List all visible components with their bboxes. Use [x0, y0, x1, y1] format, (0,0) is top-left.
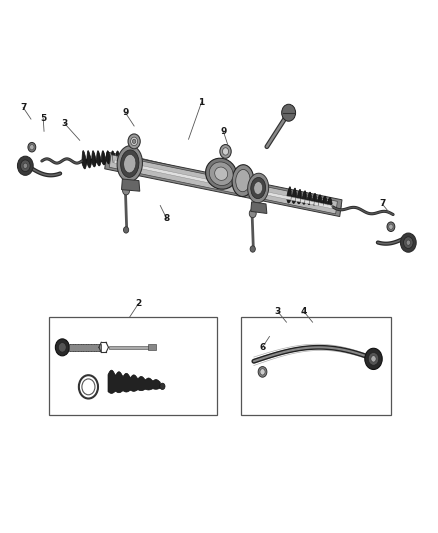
Polygon shape: [125, 155, 341, 211]
Ellipse shape: [215, 167, 228, 180]
Circle shape: [124, 227, 129, 233]
Circle shape: [400, 233, 416, 252]
Polygon shape: [82, 150, 125, 169]
Polygon shape: [105, 152, 342, 216]
Text: 5: 5: [40, 114, 46, 123]
Circle shape: [55, 339, 69, 356]
Circle shape: [128, 134, 140, 149]
Ellipse shape: [251, 177, 265, 199]
Ellipse shape: [124, 155, 136, 173]
Polygon shape: [121, 179, 140, 191]
Text: 1: 1: [198, 98, 205, 107]
Ellipse shape: [120, 150, 139, 177]
Text: 2: 2: [135, 299, 141, 308]
Text: 8: 8: [164, 214, 170, 223]
Circle shape: [282, 104, 296, 121]
Ellipse shape: [254, 182, 262, 195]
Circle shape: [18, 156, 33, 175]
Polygon shape: [69, 344, 101, 351]
Ellipse shape: [236, 169, 250, 192]
Text: 3: 3: [275, 307, 281, 316]
Circle shape: [387, 222, 395, 231]
Text: 9: 9: [122, 108, 129, 117]
Circle shape: [23, 163, 28, 168]
Text: 9: 9: [220, 127, 226, 136]
Circle shape: [132, 139, 136, 143]
Text: 7: 7: [20, 103, 26, 112]
Ellipse shape: [205, 158, 237, 189]
Polygon shape: [286, 187, 332, 206]
Polygon shape: [114, 160, 332, 209]
FancyBboxPatch shape: [241, 317, 391, 415]
Circle shape: [223, 148, 229, 155]
Circle shape: [250, 246, 255, 252]
Circle shape: [58, 343, 66, 352]
Circle shape: [371, 356, 376, 362]
Text: 3: 3: [61, 119, 67, 128]
Ellipse shape: [117, 146, 142, 182]
Circle shape: [21, 160, 30, 172]
Circle shape: [220, 144, 231, 158]
Circle shape: [403, 237, 413, 248]
Circle shape: [406, 240, 410, 245]
Text: 7: 7: [379, 199, 385, 208]
Text: 4: 4: [300, 307, 307, 316]
Ellipse shape: [209, 162, 233, 185]
Ellipse shape: [232, 165, 254, 197]
Circle shape: [368, 352, 379, 365]
Polygon shape: [110, 155, 337, 214]
Circle shape: [260, 369, 265, 375]
Circle shape: [249, 209, 256, 217]
Circle shape: [123, 187, 130, 195]
Polygon shape: [148, 344, 156, 350]
Ellipse shape: [247, 173, 268, 203]
Circle shape: [28, 142, 36, 152]
Circle shape: [258, 367, 267, 377]
Polygon shape: [108, 370, 160, 393]
Circle shape: [30, 144, 34, 150]
Polygon shape: [251, 202, 267, 214]
FancyBboxPatch shape: [49, 317, 217, 415]
Polygon shape: [109, 345, 149, 349]
Circle shape: [389, 224, 393, 229]
Circle shape: [131, 137, 138, 146]
Text: 6: 6: [259, 343, 266, 352]
Circle shape: [365, 348, 382, 369]
Circle shape: [160, 383, 165, 390]
